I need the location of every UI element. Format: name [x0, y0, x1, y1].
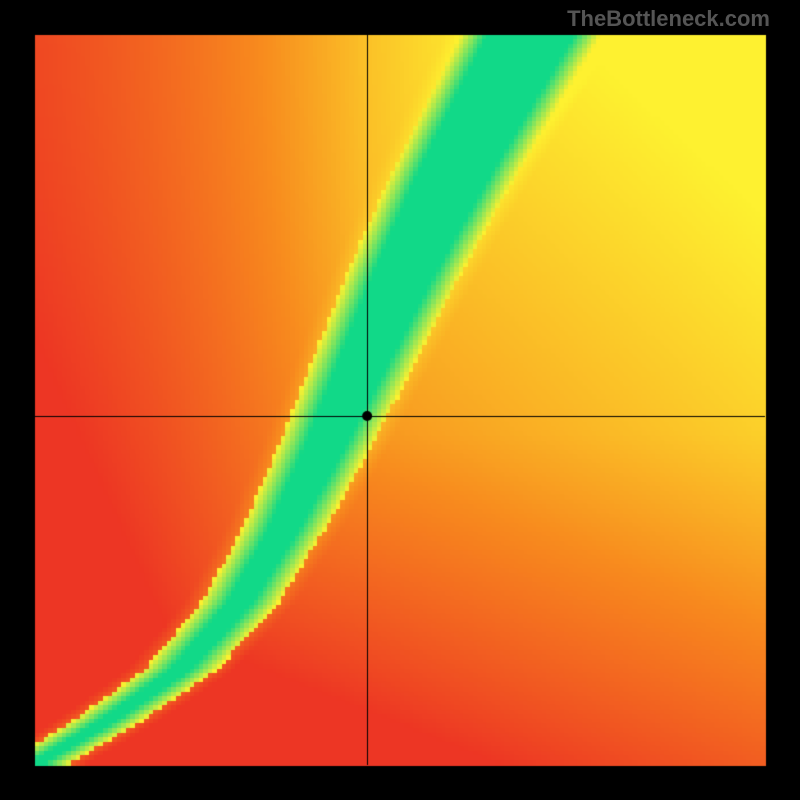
chart-container: TheBottleneck.com	[0, 0, 800, 800]
bottleneck-heatmap-canvas	[0, 0, 800, 800]
watermark-text: TheBottleneck.com	[567, 6, 770, 32]
